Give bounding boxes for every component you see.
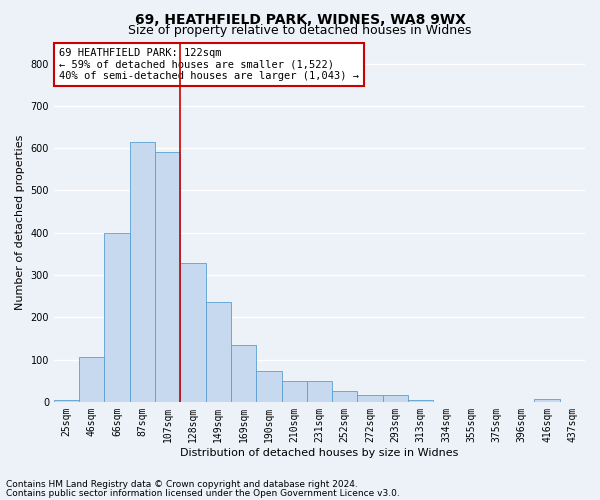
- Bar: [54, 400, 79, 402]
- Bar: [206, 302, 231, 402]
- Text: Contains public sector information licensed under the Open Government Licence v3: Contains public sector information licen…: [6, 489, 400, 498]
- Bar: [130, 142, 155, 402]
- Bar: [358, 396, 383, 402]
- Bar: [181, 263, 206, 402]
- Text: Contains HM Land Registry data © Crown copyright and database right 2024.: Contains HM Land Registry data © Crown c…: [6, 480, 358, 489]
- Text: Size of property relative to detached houses in Widnes: Size of property relative to detached ho…: [128, 24, 472, 37]
- Bar: [104, 232, 130, 402]
- Bar: [307, 380, 332, 402]
- Bar: [332, 392, 358, 402]
- Bar: [256, 371, 281, 402]
- Bar: [408, 400, 433, 402]
- Text: 69, HEATHFIELD PARK, WIDNES, WA8 9WX: 69, HEATHFIELD PARK, WIDNES, WA8 9WX: [134, 12, 466, 26]
- Bar: [155, 152, 181, 402]
- Y-axis label: Number of detached properties: Number of detached properties: [15, 134, 25, 310]
- Bar: [281, 380, 307, 402]
- Bar: [79, 356, 104, 402]
- Bar: [535, 399, 560, 402]
- X-axis label: Distribution of detached houses by size in Widnes: Distribution of detached houses by size …: [180, 448, 458, 458]
- Bar: [231, 345, 256, 402]
- Text: 69 HEATHFIELD PARK: 122sqm
← 59% of detached houses are smaller (1,522)
40% of s: 69 HEATHFIELD PARK: 122sqm ← 59% of deta…: [59, 48, 359, 81]
- Bar: [383, 396, 408, 402]
